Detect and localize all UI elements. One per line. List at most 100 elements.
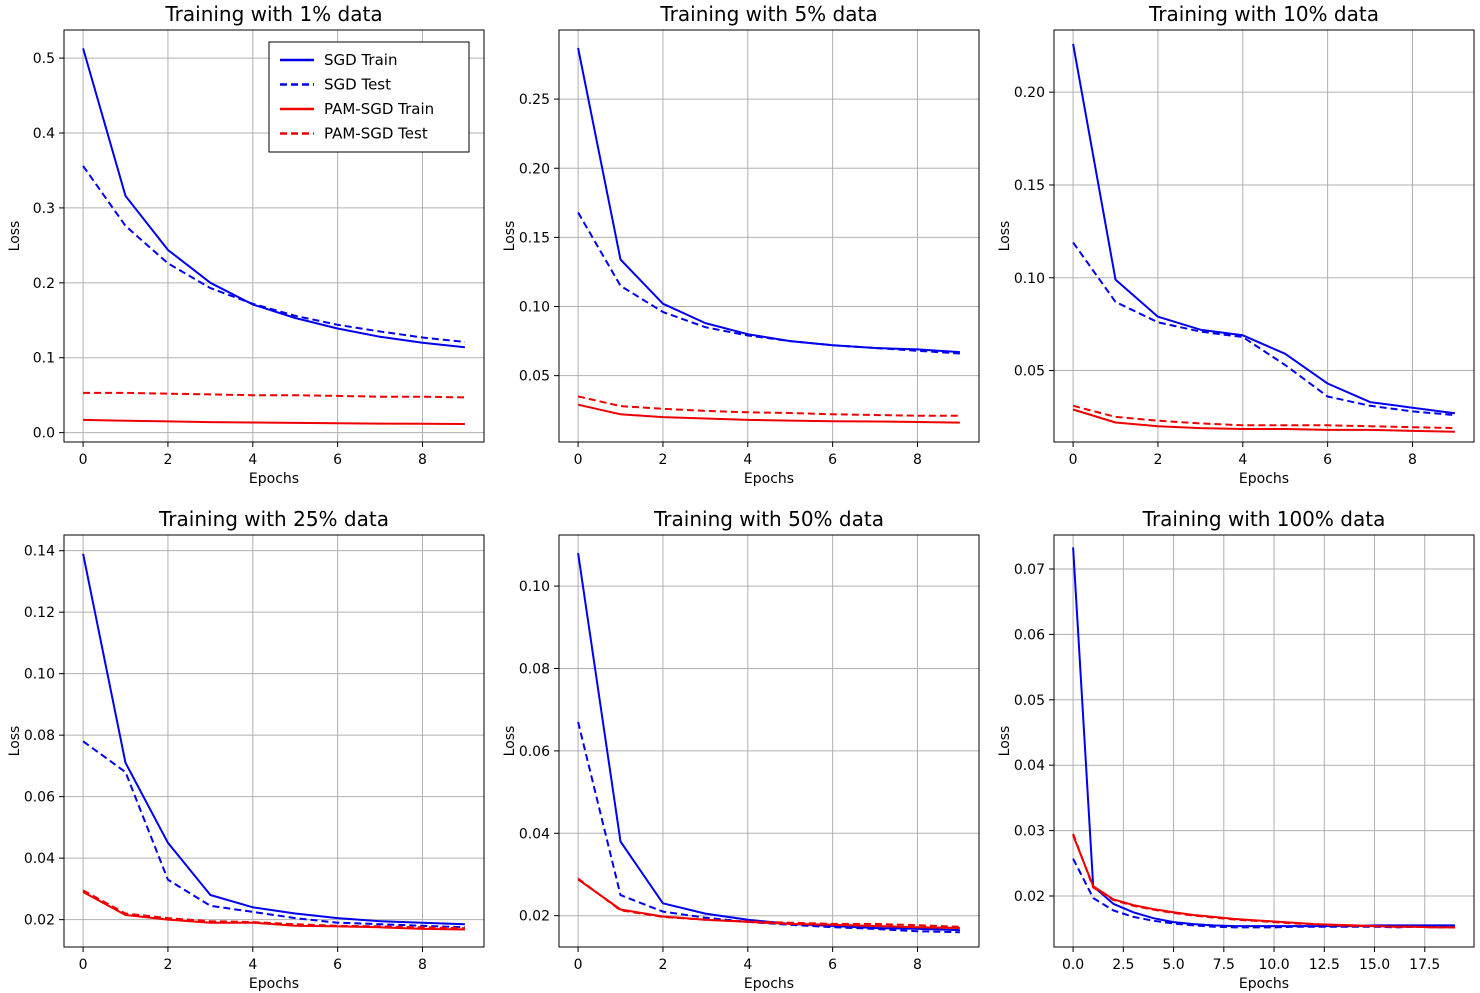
x-tick-label: 2.5 xyxy=(1112,957,1134,973)
y-tick-label: 0.04 xyxy=(519,826,550,842)
x-tick-label: 12.5 xyxy=(1309,957,1340,973)
x-tick-label: 5.0 xyxy=(1162,957,1184,973)
axes-frame xyxy=(558,534,980,948)
y-tick-label: 0.02 xyxy=(519,909,550,925)
x-tick-label: 0 xyxy=(79,452,88,468)
x-tick-label: 6 xyxy=(1323,452,1332,468)
axes-frame xyxy=(558,29,980,443)
y-tick-label: 0.05 xyxy=(519,369,550,385)
series-line-sgd-test xyxy=(1072,858,1455,929)
y-axis-label: Loss xyxy=(502,221,518,252)
x-axis-label: Epochs xyxy=(1239,976,1289,992)
x-tick-label: 4 xyxy=(248,452,257,468)
chart-title: Training with 10% data xyxy=(1148,2,1379,26)
series-line-sgd-test xyxy=(82,740,465,929)
x-tick-label: 6 xyxy=(828,957,837,973)
x-tick-label: 2 xyxy=(163,452,172,468)
chart-5: 0 2 4 6 8 0.02 0.04 0.06 0.08 0.10 Training with 5… xyxy=(502,507,980,992)
axes-frame xyxy=(1053,29,1475,443)
y-tick-label: 0.25 xyxy=(519,92,550,108)
y-tick-label: 0.02 xyxy=(24,913,55,929)
x-tick-label: 4 xyxy=(1238,452,1247,468)
series-line-pam-sgd-train xyxy=(577,403,960,424)
x-tick-label: 0 xyxy=(79,957,88,973)
x-axis-label: Epochs xyxy=(249,976,299,992)
x-tick-label: 8 xyxy=(913,957,922,973)
x-axis-label: Epochs xyxy=(744,471,794,487)
x-tick-label: 2 xyxy=(658,452,667,468)
chart-title: Training with 25% data xyxy=(158,507,389,531)
x-tick-label: 8 xyxy=(418,452,427,468)
y-tick-label: 0.06 xyxy=(519,744,550,760)
y-tick-label: 0.06 xyxy=(1014,627,1045,643)
y-tick-label: 0.05 xyxy=(1014,693,1045,709)
x-tick-label: 8 xyxy=(418,957,427,973)
legend-label: PAM-SGD Test xyxy=(324,125,428,143)
y-tick-label: 0.02 xyxy=(1014,889,1045,905)
series-line-pam-sgd-test xyxy=(83,391,465,399)
legend-label: PAM-SGD Train xyxy=(324,100,434,118)
chart-2: 0 2 4 6 8 0.05 0.10 0.15 0.20 0.25 Training with 5… xyxy=(502,2,980,487)
x-tick-label: 6 xyxy=(333,452,342,468)
series-line-pam-sgd-test xyxy=(82,889,465,930)
series-line-pam-sgd-train xyxy=(82,891,465,931)
series-line-pam-sgd-train xyxy=(1072,834,1455,929)
y-axis-label: Loss xyxy=(502,726,518,757)
series-line-sgd-test xyxy=(577,721,960,934)
y-tick-label: 0.2 xyxy=(33,276,55,292)
y-tick-label: 0.06 xyxy=(24,790,55,806)
x-tick-label: 0 xyxy=(1069,452,1078,468)
y-tick-label: 0.0 xyxy=(33,426,55,442)
x-tick-label: 0 xyxy=(574,452,583,468)
series-line-sgd-train xyxy=(1072,43,1456,415)
y-tick-label: 0.10 xyxy=(519,300,550,316)
x-tick-label: 15.0 xyxy=(1359,957,1390,973)
chart-title: Training with 5% data xyxy=(659,2,877,26)
series-line-pam-sgd-test xyxy=(577,395,960,417)
series-line-sgd-test xyxy=(577,211,960,355)
y-axis-label: Loss xyxy=(7,221,23,252)
x-tick-label: 0 xyxy=(574,957,583,973)
x-tick-label: 6 xyxy=(333,957,342,973)
y-axis-label: Loss xyxy=(7,726,23,757)
legend-label: SGD Test xyxy=(324,76,391,94)
x-axis-label: Epochs xyxy=(1239,471,1289,487)
series-line-sgd-train xyxy=(577,552,960,932)
y-tick-label: 0.15 xyxy=(1014,178,1045,194)
y-tick-label: 0.10 xyxy=(519,579,550,595)
y-axis-label: Loss xyxy=(997,221,1013,252)
x-tick-label: 7.5 xyxy=(1213,957,1235,973)
series-line-sgd-train xyxy=(82,48,466,349)
chart-3: 0 2 4 6 8 0.05 0.10 0.15 0.20 Training with 10% d… xyxy=(997,2,1475,487)
y-tick-label: 0.20 xyxy=(1014,85,1045,101)
y-tick-label: 0.4 xyxy=(33,126,55,142)
series-line-pam-sgd-train xyxy=(577,878,960,929)
y-tick-label: 0.04 xyxy=(1014,758,1045,774)
y-tick-label: 0.07 xyxy=(1014,562,1045,578)
axes-frame xyxy=(63,29,485,443)
y-tick-label: 0.08 xyxy=(24,728,55,744)
legend-label: SGD Train xyxy=(324,51,397,69)
series-line-pam-sgd-train xyxy=(1072,408,1455,433)
legend: SGD Train SGD Test PAM-SGD Train PAM-SGD Te… xyxy=(268,41,470,153)
chart-1: 0 2 4 6 8 0.0 0.1 0.2 0.3 0.4 0.5 Training with 1% … xyxy=(7,2,485,487)
y-axis-label: Loss xyxy=(997,726,1013,757)
y-tick-label: 0.5 xyxy=(33,51,55,67)
y-tick-label: 0.08 xyxy=(519,661,550,677)
x-tick-label: 4 xyxy=(248,957,257,973)
chart-6: 0.0 2.5 5.0 7.5 10.0 12.5 15.0 17.5 0.02 0.03 0.04… xyxy=(997,507,1475,992)
series-line-sgd-train xyxy=(82,553,465,926)
chart-title: Training with 1% data xyxy=(164,2,382,26)
y-tick-label: 0.04 xyxy=(24,851,55,867)
y-tick-label: 0.10 xyxy=(1014,271,1045,287)
x-tick-label: 2 xyxy=(163,957,172,973)
axes-frame xyxy=(63,534,485,948)
y-tick-label: 0.1 xyxy=(33,351,55,367)
axes-frame xyxy=(1053,534,1475,948)
x-tick-label: 8 xyxy=(1408,452,1417,468)
x-tick-label: 0.0 xyxy=(1062,957,1084,973)
y-tick-label: 0.12 xyxy=(24,605,55,621)
y-tick-label: 0.05 xyxy=(1014,364,1045,380)
series-line-sgd-test xyxy=(82,165,466,343)
